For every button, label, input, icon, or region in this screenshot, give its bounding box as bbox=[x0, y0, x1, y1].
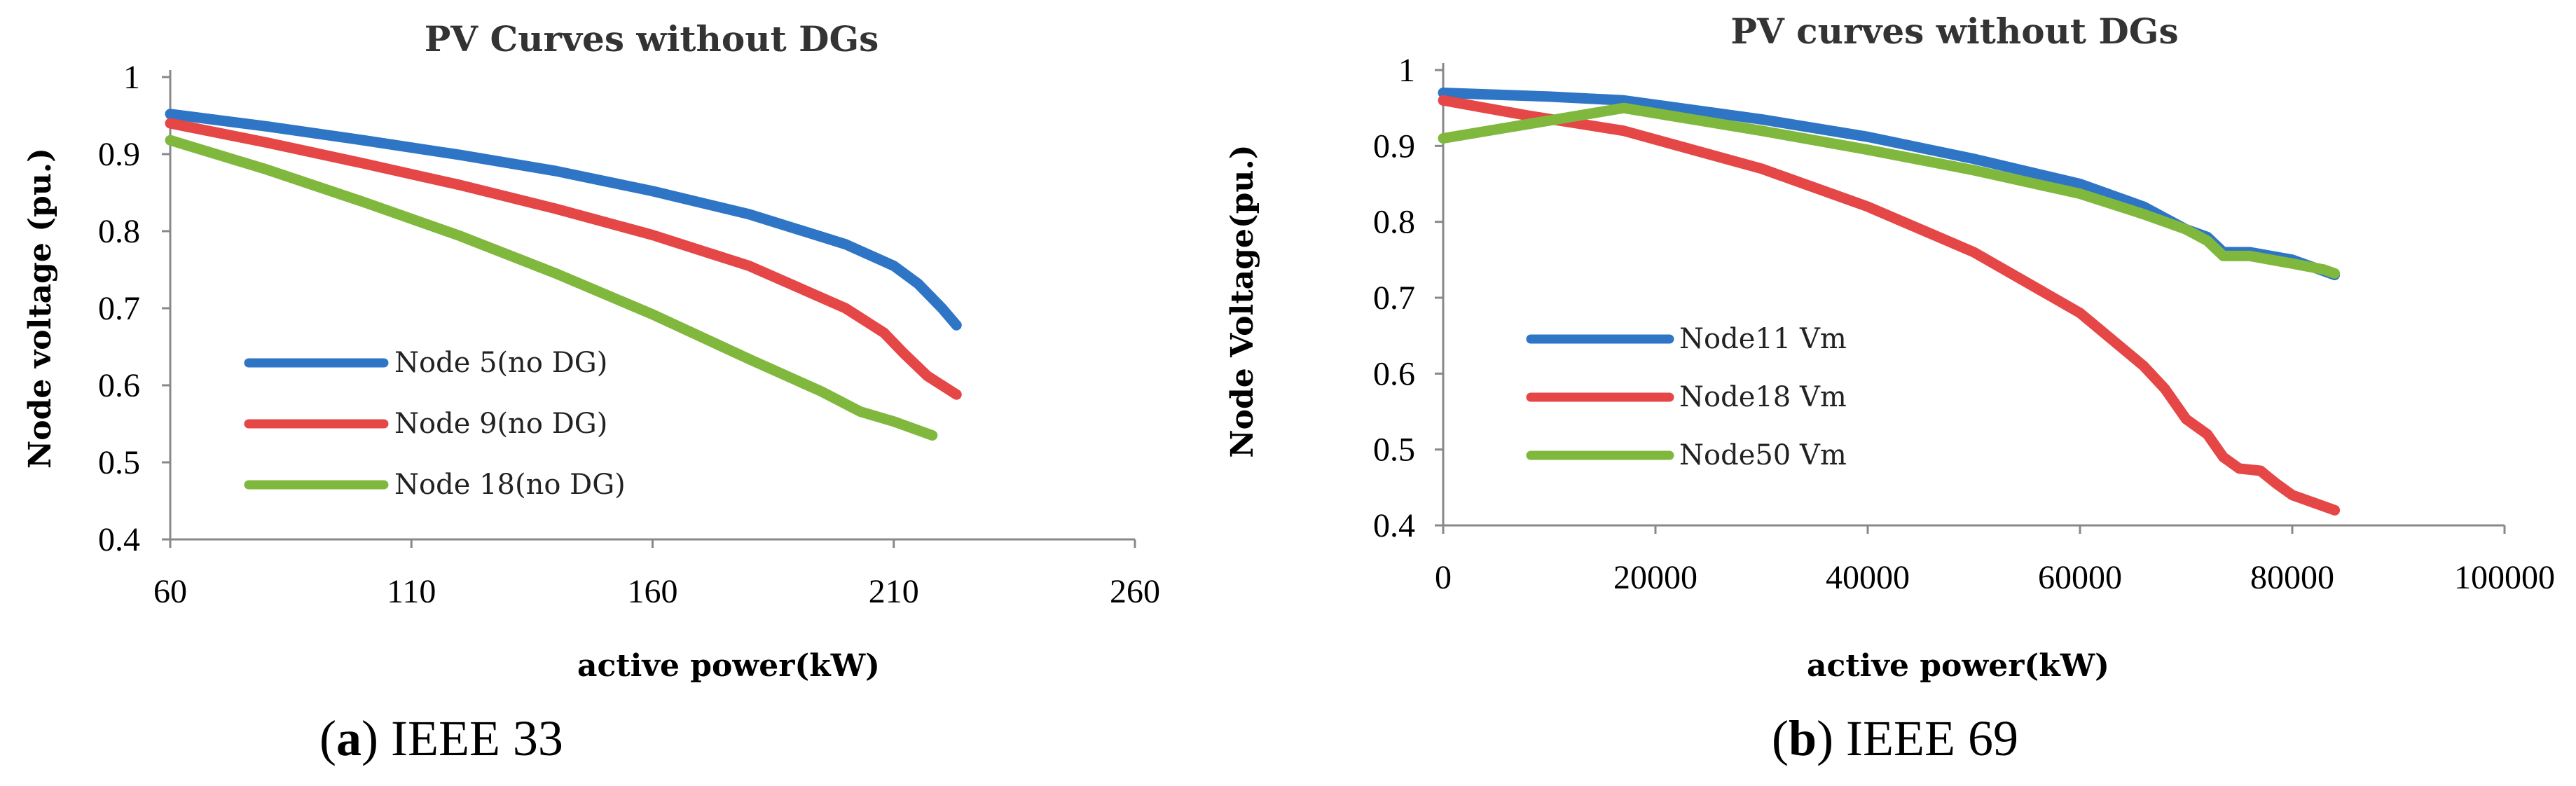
series-line-3 bbox=[165, 135, 938, 441]
series-line-2 bbox=[1438, 95, 2341, 516]
chart-b-ieee69: PV curves without DGs 0.4 0.5 0.6 0.7 0.8 0.9 1… bbox=[1225, 11, 2555, 766]
x-tick-label: 100000 bbox=[2454, 559, 2555, 596]
x-tick-label: 60 bbox=[153, 573, 187, 610]
caption-letter: b bbox=[1789, 710, 1817, 766]
chart-a-ieee33: PV Curves without DGs 0.4 0.5 0.6 0.7 0.8 0.9 1… bbox=[22, 18, 1160, 766]
y-tick-label: 0.4 bbox=[98, 521, 140, 558]
x-axis-label: active power(kW) bbox=[577, 648, 880, 684]
legend-label-2: Node18 Vm bbox=[1679, 381, 1847, 413]
series-line-1 bbox=[165, 109, 962, 331]
series-line-2 bbox=[165, 118, 962, 400]
legend-label-3: Node 18(no DG) bbox=[394, 469, 626, 501]
chart-title: PV curves without DGs bbox=[1730, 11, 2178, 52]
caption-open-paren: ( bbox=[319, 710, 336, 766]
series-line-3 bbox=[1438, 102, 2341, 279]
y-tick-label: 0.7 bbox=[1373, 280, 1415, 317]
x-axis-label: active power(kW) bbox=[1807, 648, 2109, 684]
legend-label-2: Node 9(no DG) bbox=[394, 408, 607, 440]
x-tick-label: 110 bbox=[387, 573, 436, 610]
x-tick-label: 60000 bbox=[2038, 559, 2122, 596]
x-tick-label: 20000 bbox=[1613, 559, 1697, 596]
x-tick-label: 260 bbox=[1110, 573, 1160, 610]
y-tick-label: 0.9 bbox=[98, 136, 140, 173]
y-tick-label: 0.9 bbox=[1373, 127, 1415, 165]
x-tick-label: 40000 bbox=[1826, 559, 1910, 596]
y-axis-label: Node voltage (pu.) bbox=[22, 148, 58, 469]
figure-caption: (b) IEEE 69 bbox=[1772, 710, 2018, 766]
x-tick-label: 160 bbox=[628, 573, 678, 610]
x-tick-label: 0 bbox=[1435, 559, 1452, 596]
caption-text: ) IEEE 33 bbox=[361, 710, 563, 766]
legend-label-1: Node 5(no DG) bbox=[394, 347, 607, 379]
chart-title: PV Curves without DGs bbox=[425, 18, 879, 60]
y-tick-label: 1 bbox=[123, 59, 140, 96]
y-tick-label: 0.5 bbox=[1373, 432, 1415, 469]
x-tick-label: 80000 bbox=[2250, 559, 2334, 596]
caption-letter: a bbox=[336, 710, 361, 766]
y-tick-label: 0.8 bbox=[1373, 204, 1415, 241]
y-tick-label: 0.6 bbox=[1373, 355, 1415, 392]
figure-caption: (a) IEEE 33 bbox=[319, 710, 563, 766]
caption-text: ) IEEE 69 bbox=[1817, 710, 2018, 766]
y-tick-label: 0.6 bbox=[98, 367, 140, 404]
x-tick-label: 210 bbox=[869, 573, 919, 610]
y-tick-label: 0.7 bbox=[98, 290, 140, 327]
y-tick-label: 0.8 bbox=[98, 213, 140, 250]
y-axis-label: Node Voltage(pu.) bbox=[1225, 144, 1260, 457]
y-tick-label: 1 bbox=[1398, 52, 1415, 89]
legend-label-3: Node50 Vm bbox=[1679, 439, 1847, 471]
legend-label-1: Node11 Vm bbox=[1679, 323, 1847, 355]
y-tick-label: 0.4 bbox=[1373, 507, 1415, 544]
caption-open-paren: ( bbox=[1772, 710, 1789, 766]
y-tick-label: 0.5 bbox=[98, 444, 140, 481]
